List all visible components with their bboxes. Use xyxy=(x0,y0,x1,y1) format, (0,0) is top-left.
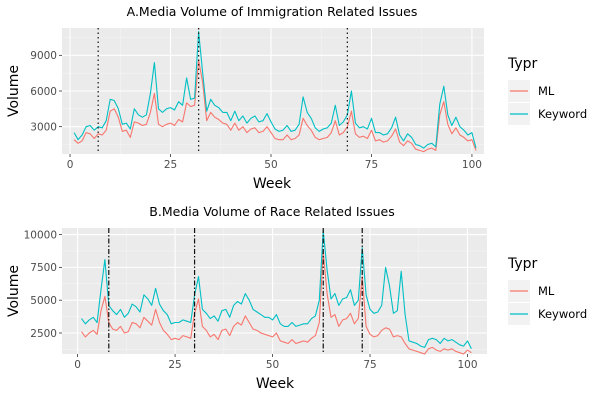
x-axis-label-b: Week xyxy=(256,376,295,392)
x-tick-label-a: 0 xyxy=(67,159,74,171)
y-tick-label-b: 7500 xyxy=(30,262,57,274)
chart-title-b: B.Media Volume of Race Related Issues xyxy=(149,204,394,219)
chart-title-a: A.Media Volume of Immigration Related Is… xyxy=(127,4,418,19)
panel-b: 0 25 50 75 100 2500 5000 7500 10000 B.Media Volu… xyxy=(6,204,587,392)
x-tick-label-a: 100 xyxy=(462,159,482,171)
x-tick-label-b: 25 xyxy=(168,359,181,371)
x-tick-label-b: 75 xyxy=(363,359,376,371)
x-axis-label-a: Week xyxy=(253,176,292,192)
series-line-keyword-b xyxy=(81,230,472,350)
legend-label-ml-b: ML xyxy=(538,284,555,298)
legend-label-keyword-a: Keyword xyxy=(538,107,587,121)
legend-label-ml-a: ML xyxy=(538,84,555,98)
legend-title-a: Typr xyxy=(507,56,538,72)
panel-a: 0 25 50 75 100 3000 6000 9000 A.Media Volume of… xyxy=(6,4,587,192)
series-line-ml-a xyxy=(73,59,477,153)
series-line-ml-b xyxy=(81,251,472,355)
series-line-keyword-a xyxy=(73,31,477,149)
y-tick-label-a: 6000 xyxy=(30,86,57,98)
x-tick-label-a: 25 xyxy=(164,159,177,171)
legend-b: ML Keyword xyxy=(508,280,587,325)
y-tick-label-a: 3000 xyxy=(30,121,57,133)
plot-area-a: 0 25 50 75 100 3000 6000 9000 xyxy=(30,28,484,171)
y-tick-label-b: 2500 xyxy=(30,328,57,340)
legend-title-b: Typr xyxy=(507,256,538,272)
x-tick-label-b: 0 xyxy=(74,359,81,371)
y-tick-label-b: 10000 xyxy=(24,229,57,241)
legend-label-keyword-b: Keyword xyxy=(538,307,587,321)
x-tick-label-b: 100 xyxy=(457,359,477,371)
legend-a: ML Keyword xyxy=(508,80,587,125)
x-tick-label-a: 50 xyxy=(264,159,277,171)
plot-area-b: 0 25 50 75 100 2500 5000 7500 10000 xyxy=(24,228,487,371)
y-axis-label-a: Volume xyxy=(6,65,22,117)
x-tick-label-b: 50 xyxy=(266,359,279,371)
y-tick-label-b: 5000 xyxy=(30,295,57,307)
y-axis-label-b: Volume xyxy=(6,265,22,317)
x-tick-label-a: 75 xyxy=(365,159,378,171)
y-tick-label-a: 9000 xyxy=(30,50,57,62)
